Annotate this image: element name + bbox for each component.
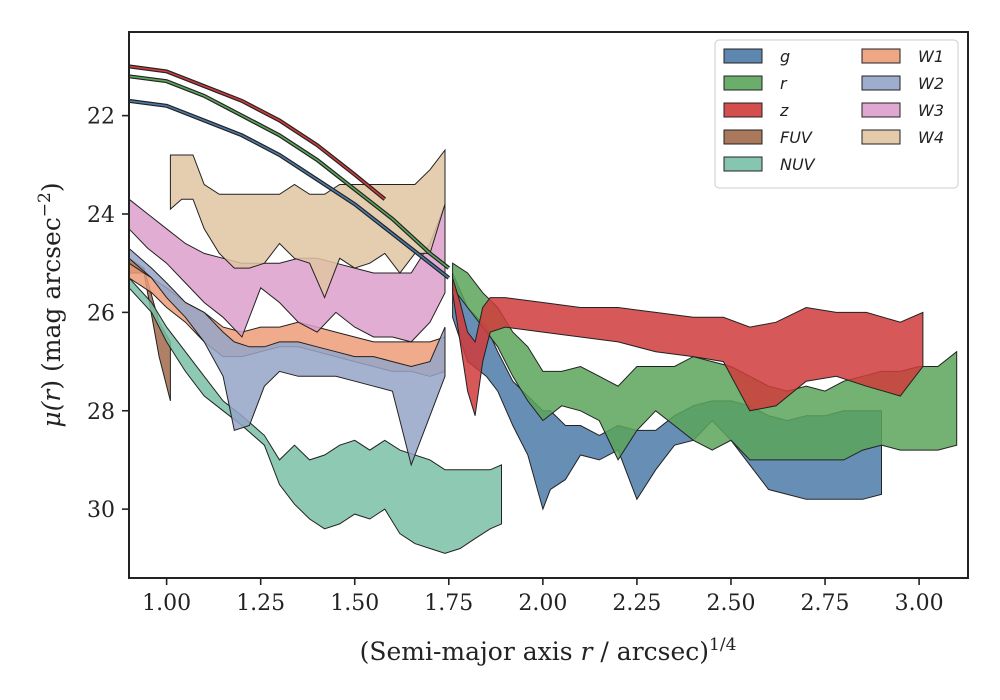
x-tick-label: 3.00 [895,591,944,616]
legend-swatch-nuv [723,156,763,172]
band-w2 [128,247,446,467]
y-tick-label: 26 [87,301,115,326]
model-profile-z [128,65,386,200]
band-nuv [128,276,502,554]
y-tick-label: 24 [87,203,115,228]
legend-swatch-fuv [723,129,763,145]
legend-label-fuv: FUV [780,128,813,147]
legend-swatch-w2 [861,75,901,91]
y-axis: 22 24 26 28 30 [87,105,129,523]
band-z [452,277,924,416]
legend-swatch-w3 [861,102,901,118]
x-tick-label: 1.75 [424,591,473,616]
model-profile-r [128,75,450,269]
legend-label-z: z [779,101,789,120]
plot-frame [128,31,969,579]
x-tick-label: 1.00 [142,591,191,616]
x-axis: 1.00 1.25 1.50 1.75 2.00 2.25 2.50 2.75 3.00 [142,578,944,616]
legend-label-nuv: NUV [780,155,816,174]
x-axis-label: (Semi-major axis r / arcsec)1/4 [360,635,737,666]
y-tick-label: 30 [87,498,115,523]
x-tick-label: 1.50 [330,591,379,616]
legend-swatch-r [723,75,763,91]
legend-label-w3: W3 [918,101,944,120]
model-profiles-layer [128,64,451,280]
x-tick-label: 2.75 [801,591,850,616]
x-tick-label: 2.00 [518,591,567,616]
x-tick-label: 2.25 [612,591,661,616]
band-w4 [169,148,446,299]
bands-layer [128,148,958,554]
legend-label-w2: W2 [918,74,944,93]
y-tick-label: 22 [87,105,115,130]
legend-swatch-g [723,48,763,64]
legend-label-w4: W4 [918,128,944,147]
legend: grz FUV NUV W1 W2 W3 W4 [714,39,959,189]
x-tick-label: 1.25 [236,591,285,616]
legend-label-g: g [780,47,790,66]
model-profile-z-outline [128,64,387,201]
legend-swatch-z [723,102,763,118]
legend-label-w1: W1 [918,47,944,66]
band-r [452,262,958,461]
legend-swatch-w4 [861,129,901,145]
y-axis-label: μ(r) (mag arcsec−2) [35,182,66,427]
y-tick-label: 28 [87,400,115,425]
x-tick-label: 2.50 [706,591,755,616]
legend-swatch-w1 [861,48,901,64]
model-profile-g [128,100,450,279]
legend-label-r: r [780,74,788,93]
